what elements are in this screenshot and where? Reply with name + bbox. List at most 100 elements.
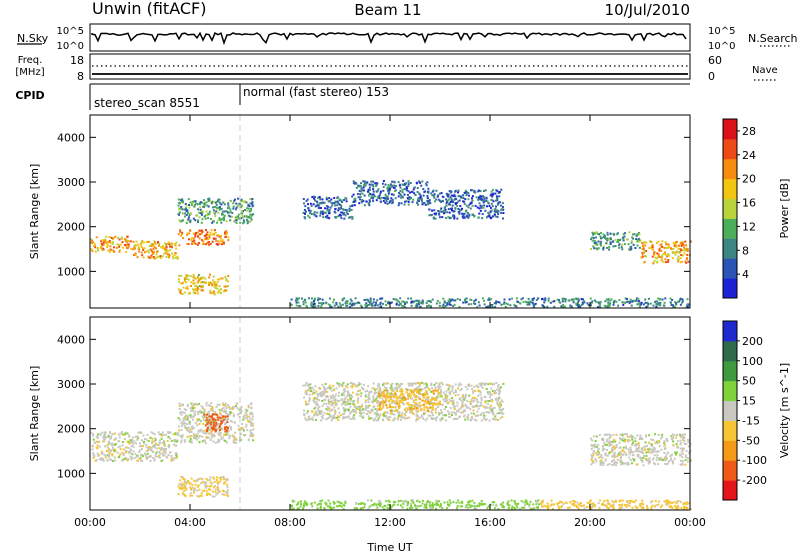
data-cell bbox=[217, 240, 220, 243]
data-cell bbox=[151, 440, 154, 443]
data-cell bbox=[591, 460, 594, 462]
data-cell bbox=[364, 304, 367, 306]
data-cell bbox=[416, 407, 418, 410]
data-cell bbox=[339, 208, 341, 210]
data-cell bbox=[384, 393, 387, 396]
data-cell bbox=[420, 184, 423, 187]
data-cell bbox=[217, 418, 220, 421]
data-cell bbox=[329, 410, 332, 413]
data-cell bbox=[224, 417, 227, 419]
data-cell bbox=[364, 184, 367, 187]
data-cell bbox=[403, 408, 406, 411]
data-cell bbox=[196, 438, 198, 441]
data-cell bbox=[180, 413, 183, 416]
data-cell bbox=[618, 244, 620, 247]
data-cell bbox=[108, 451, 111, 454]
data-cell bbox=[399, 193, 402, 196]
data-cell bbox=[367, 304, 370, 306]
data-cell bbox=[361, 192, 364, 195]
data-cell bbox=[194, 421, 197, 424]
data-cell bbox=[117, 446, 120, 449]
data-cell bbox=[183, 408, 186, 411]
data-cell bbox=[304, 205, 307, 208]
data-cell bbox=[178, 425, 180, 428]
data-cell bbox=[505, 302, 508, 305]
data-cell bbox=[134, 435, 137, 438]
data-cell bbox=[376, 410, 378, 413]
data-cell bbox=[420, 197, 423, 200]
data-cell bbox=[679, 447, 682, 450]
data-cell bbox=[607, 238, 610, 241]
data-cell bbox=[338, 385, 341, 388]
data-cell bbox=[196, 285, 199, 288]
data-cell bbox=[209, 233, 212, 236]
data-cell bbox=[205, 419, 208, 422]
data-cell bbox=[409, 394, 412, 397]
data-cell bbox=[319, 297, 322, 300]
data-cell bbox=[322, 216, 325, 219]
data-cell bbox=[415, 419, 418, 422]
data-cell bbox=[108, 441, 111, 444]
data-cell bbox=[437, 405, 439, 408]
data-cell bbox=[443, 300, 446, 303]
data-cell bbox=[398, 403, 400, 406]
data-cell bbox=[478, 212, 481, 215]
data-cell bbox=[422, 382, 425, 385]
data-cell bbox=[193, 489, 195, 492]
data-cell bbox=[152, 456, 155, 459]
data-cell bbox=[387, 184, 390, 186]
data-cell bbox=[250, 209, 253, 212]
data-cell bbox=[196, 276, 199, 279]
data-cell bbox=[649, 460, 652, 463]
data-cell bbox=[187, 243, 190, 245]
data-cell bbox=[153, 246, 156, 249]
data-cell bbox=[346, 302, 348, 305]
data-cell bbox=[232, 439, 235, 442]
data-cell bbox=[159, 452, 162, 455]
data-cell bbox=[119, 445, 122, 448]
data-cell bbox=[212, 413, 215, 416]
data-cell bbox=[183, 440, 186, 443]
data-cell bbox=[390, 383, 392, 386]
data-cell bbox=[334, 208, 337, 211]
data-cell bbox=[652, 458, 655, 461]
data-cell bbox=[161, 247, 164, 250]
data-cell bbox=[486, 391, 489, 394]
data-cell bbox=[225, 231, 228, 234]
data-cell bbox=[686, 257, 688, 260]
data-cell bbox=[407, 382, 410, 385]
data-cell bbox=[471, 204, 474, 207]
data-cell bbox=[449, 384, 452, 387]
data-cell bbox=[114, 235, 117, 238]
data-cell bbox=[468, 214, 471, 217]
data-cell bbox=[155, 442, 158, 445]
data-cell bbox=[644, 457, 647, 460]
freq-unit-label: [MHz] bbox=[15, 67, 44, 78]
data-cell bbox=[155, 447, 158, 450]
data-cell bbox=[608, 248, 610, 251]
data-cell bbox=[208, 419, 211, 422]
data-cell bbox=[189, 219, 192, 222]
data-cell bbox=[645, 459, 648, 461]
data-cell bbox=[332, 385, 335, 388]
data-cell bbox=[675, 443, 678, 446]
data-cell bbox=[638, 450, 641, 453]
data-cell bbox=[454, 383, 457, 386]
data-cell bbox=[655, 456, 658, 459]
data-cell bbox=[201, 218, 204, 221]
noise-tick-high-right: 10^5 bbox=[708, 26, 735, 37]
data-cell bbox=[212, 275, 215, 278]
data-cell bbox=[685, 261, 688, 264]
data-cell bbox=[473, 399, 476, 402]
data-cell bbox=[180, 289, 182, 291]
data-cell bbox=[598, 306, 601, 309]
data-cell bbox=[180, 421, 183, 424]
data-cell bbox=[342, 415, 345, 418]
data-cell bbox=[209, 289, 212, 292]
data-cell bbox=[432, 216, 435, 219]
data-cell bbox=[187, 198, 190, 201]
data-cell bbox=[469, 402, 472, 405]
data-cell bbox=[304, 217, 307, 220]
data-cell bbox=[680, 450, 683, 453]
data-cell bbox=[488, 406, 491, 409]
